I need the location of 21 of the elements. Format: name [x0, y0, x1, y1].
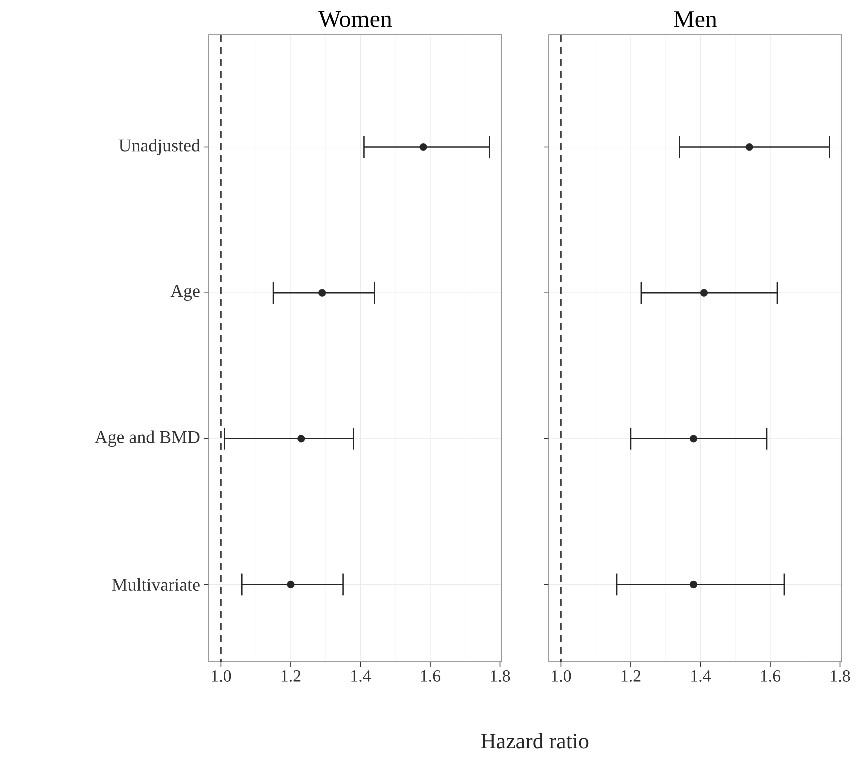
- point: [298, 435, 306, 443]
- chart-title: Women: [318, 11, 392, 28]
- x-tick-label: 1.6: [761, 670, 781, 682]
- y-tick-label: Age: [170, 285, 200, 301]
- y-tick-label: Unadjusted: [119, 139, 200, 156]
- point: [318, 289, 326, 297]
- x-tick-label: 1.2: [622, 670, 641, 682]
- chart-title: Men: [674, 12, 718, 28]
- x-tick-label: 1.4: [692, 670, 712, 682]
- y-tick-label: Age and BMD: [95, 430, 200, 448]
- point: [420, 143, 428, 152]
- x-tick-label: 1.2: [282, 670, 301, 682]
- x-tick-label: 1.0: [212, 670, 232, 682]
- x-tick-label: 1.8: [831, 670, 850, 682]
- y-tick-label: Multivariate: [112, 578, 200, 592]
- x-tick-label: 1.4: [352, 670, 372, 682]
- x-tick-label: 1.6: [421, 670, 441, 682]
- x-axis-title: Hazard ratio: [481, 733, 589, 749]
- x-tick-label: 1.8: [491, 670, 510, 682]
- x-tick-label: 1.0: [552, 670, 572, 682]
- point: [287, 580, 295, 589]
